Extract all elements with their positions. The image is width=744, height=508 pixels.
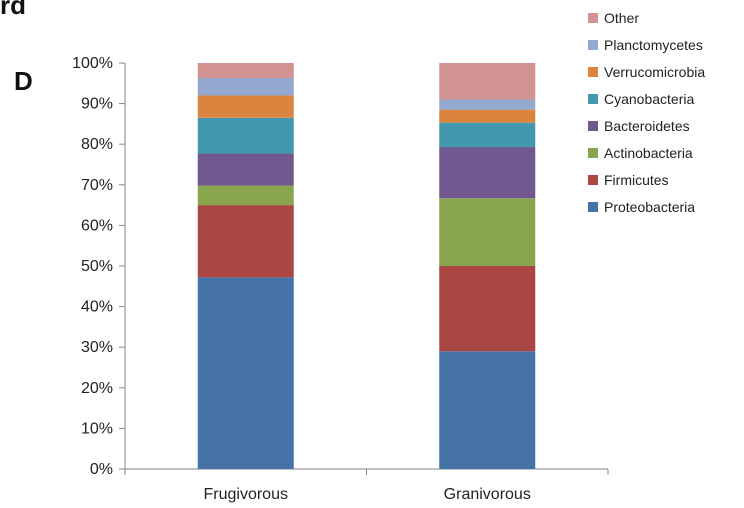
axes: 0% 10% 20% 30% 40% 50% 60% 70% 80% 90% 100% Frugivo… <box>72 55 609 503</box>
y-tick-label: 60% <box>81 217 113 234</box>
y-tick-label: 100% <box>72 55 113 72</box>
bar-segment <box>439 147 536 199</box>
legend-label: Bacteroidetes <box>604 118 690 134</box>
y-tick-label: 10% <box>81 420 113 437</box>
bar-segment <box>197 153 294 186</box>
legend-swatch <box>588 202 598 212</box>
y-tick-label: 0% <box>90 461 113 478</box>
x-category-label: Frugivorous <box>204 486 288 503</box>
bar-segment <box>439 266 536 352</box>
y-tick-label: 40% <box>81 299 113 316</box>
y-tick-label: 90% <box>81 96 113 113</box>
legend-swatch <box>588 13 598 23</box>
y-tick-label: 70% <box>81 177 113 194</box>
legend-swatch <box>588 67 598 77</box>
bar-segment <box>197 78 294 96</box>
panel-letter: D <box>14 66 33 96</box>
legend-swatch <box>588 121 598 131</box>
legend-label: Cyanobacteria <box>604 91 694 107</box>
bar-segment <box>439 99 536 110</box>
legend-label: Actinobacteria <box>604 145 693 161</box>
bars <box>197 63 536 469</box>
bar-segment <box>439 351 536 469</box>
bar-segment <box>197 95 294 118</box>
legend-label: Firmicutes <box>604 172 669 188</box>
bar-segment <box>197 205 294 278</box>
bar-segment <box>197 277 294 469</box>
y-tick-label: 20% <box>81 380 113 397</box>
legend-label: Planctomycetes <box>604 37 703 53</box>
bar-segment <box>197 117 294 154</box>
bar-segment <box>439 63 536 100</box>
legend-swatch <box>588 40 598 50</box>
legend-label: Other <box>604 10 639 26</box>
legend-swatch <box>588 94 598 104</box>
bar-segment <box>197 185 294 206</box>
bar-segment <box>439 109 536 123</box>
legend-swatch <box>588 175 598 185</box>
legend-label: Proteobacteria <box>604 199 695 215</box>
bar-segment <box>197 63 294 79</box>
legend: Other Planctomycetes Verrucomicrobia Cyanob… <box>588 10 705 215</box>
legend-swatch <box>588 148 598 158</box>
y-tick-label: 30% <box>81 339 113 356</box>
x-category-label: Granivorous <box>444 486 531 503</box>
y-tick-label: 80% <box>81 136 113 153</box>
bar-segment <box>439 198 536 266</box>
y-tick-label: 50% <box>81 258 113 275</box>
bar-segment <box>439 122 536 148</box>
legend-label: Verrucomicrobia <box>604 64 705 80</box>
corner-text: rd <box>0 0 26 20</box>
